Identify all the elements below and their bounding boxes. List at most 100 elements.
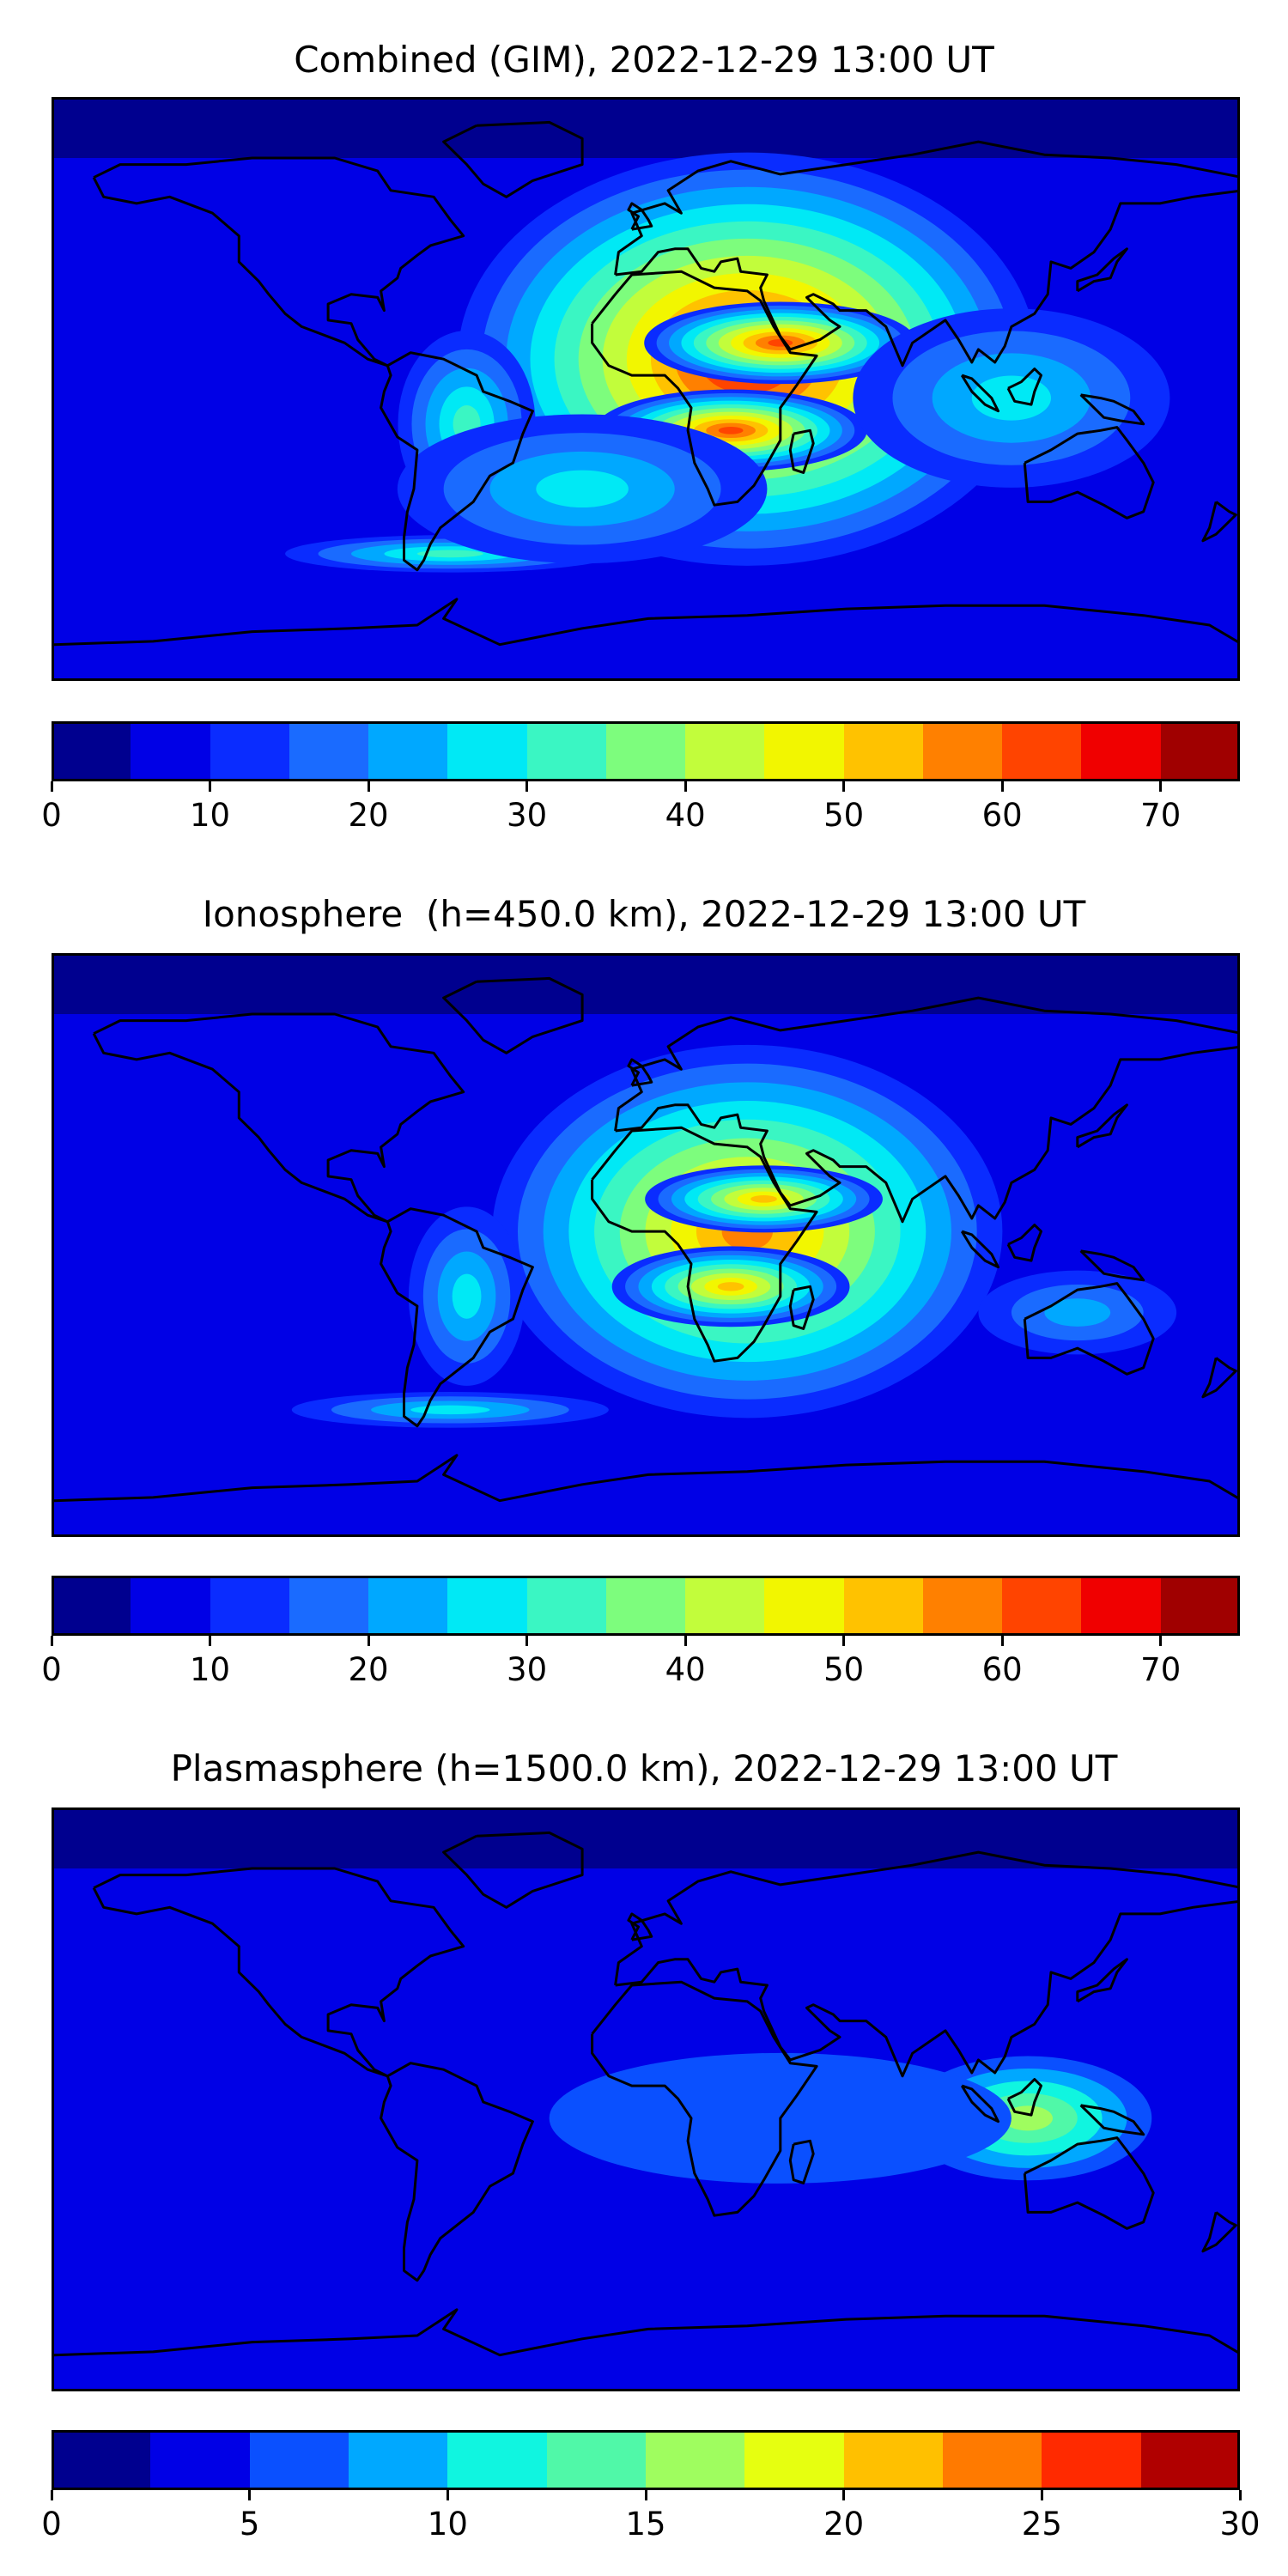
colorbar-tick-label: 40 xyxy=(665,1651,706,1688)
coastline-new-guinea xyxy=(1079,1249,1145,1282)
contour-level xyxy=(750,1194,777,1203)
contour-level xyxy=(452,1273,482,1319)
coastline-africa xyxy=(591,1126,818,1363)
coastline-antarctica xyxy=(54,1454,1237,1503)
colorbar-tick-label: 40 xyxy=(665,797,706,834)
colorbar-segment xyxy=(843,2430,944,2490)
colorbar-segment xyxy=(922,721,1003,781)
colorbar-ionosphere: 0 10 20 30 40 50 60 70 xyxy=(41,1576,1241,1688)
colorbar-combined: 0 10 20 30 40 50 60 70 xyxy=(41,721,1241,834)
coastline-uk xyxy=(627,1058,653,1087)
coastline-antarctica xyxy=(54,2308,1237,2357)
colorbar-segment xyxy=(764,1576,845,1636)
colorbar-segment xyxy=(605,1576,686,1636)
colorbar-segment xyxy=(546,2430,647,2490)
colorbar-tick-label: 0 xyxy=(41,797,62,834)
colorbar-tick xyxy=(1000,781,1004,792)
coastline-new-guinea xyxy=(1079,393,1145,426)
coastline-north-america xyxy=(92,1012,465,1224)
coastline-eurasia xyxy=(614,1850,1237,2078)
colorbar-tick xyxy=(526,1636,529,1646)
colorbar-tick xyxy=(683,781,687,792)
contour-level xyxy=(1044,1298,1111,1327)
coastline-australia xyxy=(1023,1282,1155,1376)
colorbar-segment xyxy=(1081,1576,1162,1636)
colorbar-tick xyxy=(209,781,212,792)
colorbar-segment xyxy=(843,721,924,781)
field-polar-cap xyxy=(54,956,1237,1014)
colorbar-segment xyxy=(210,1576,290,1636)
colorbar-tick xyxy=(683,1636,687,1646)
colorbar-tick-label: 50 xyxy=(823,797,865,834)
colorbar-tick xyxy=(526,781,529,792)
coastline-greenland xyxy=(442,120,584,198)
colorbar-tick xyxy=(842,1636,846,1646)
coastline-greenland xyxy=(442,976,584,1054)
tec-contour-plot xyxy=(54,1810,1237,2389)
colorbar-tick xyxy=(367,781,370,792)
colorbar-segment xyxy=(150,2430,251,2490)
colorbar-tick xyxy=(842,781,846,792)
colorbar-tick-label: 70 xyxy=(1140,797,1182,834)
contour-level xyxy=(416,550,483,558)
coastline-antarctica xyxy=(54,598,1237,647)
contour-level xyxy=(971,375,1052,421)
colorbar-segment xyxy=(943,2430,1042,2490)
colorbar-segment xyxy=(447,1576,528,1636)
coastline-new-zealand xyxy=(1201,1357,1237,1399)
colorbar-tick xyxy=(1159,781,1163,792)
coastline-north-america xyxy=(92,1867,465,2078)
colorbar-segment xyxy=(1002,721,1082,781)
field-polar-cap xyxy=(54,635,1237,678)
coastline-borneo xyxy=(1006,2078,1042,2117)
coastline-new-zealand xyxy=(1201,501,1237,543)
field-polar-cap xyxy=(54,1810,1237,1868)
colorbar-tick-label: 70 xyxy=(1140,1651,1182,1688)
colorbar-tick-label: 10 xyxy=(189,797,231,834)
colorbar-tick-label: 10 xyxy=(189,1651,231,1688)
colorbar-tick xyxy=(842,2490,846,2500)
coastline-south-america xyxy=(380,351,534,572)
colorbar-segment xyxy=(210,721,290,781)
colorbar-segment xyxy=(447,721,528,781)
colorbar-tick-label: 60 xyxy=(981,1651,1023,1688)
tec-contour-plot xyxy=(54,100,1237,678)
colorbar-segment xyxy=(922,1576,1003,1636)
colorbar-tick xyxy=(1000,1636,1004,1646)
colorbar-segment xyxy=(52,721,131,781)
colorbar-tick-label: 25 xyxy=(1021,2506,1062,2543)
colorbar-segment xyxy=(685,1576,765,1636)
coastline-australia xyxy=(1023,2136,1155,2230)
field-polar-cap xyxy=(54,2345,1237,2389)
colorbar-segment xyxy=(1081,721,1162,781)
colorbar-tick xyxy=(248,2490,252,2500)
contour-level xyxy=(410,1405,490,1415)
colorbar-tick-label: 5 xyxy=(239,2506,260,2543)
chart-title: Plasmasphere (h=1500.0 km), 2022-12-29 1… xyxy=(170,1747,1118,1789)
coastline-sumatra xyxy=(960,374,999,413)
coastline-japan xyxy=(1076,1958,1128,2003)
colorbar-segment xyxy=(1140,2430,1241,2490)
colorbar-segment xyxy=(368,721,448,781)
coastline-australia xyxy=(1023,426,1155,519)
colorbar-segment xyxy=(605,721,686,781)
tec-map-ionosphere xyxy=(52,953,1240,1537)
colorbar-segment xyxy=(685,721,765,781)
coastline-madagascar xyxy=(788,428,815,474)
chart-title: Combined (GIM), 2022-12-29 13:00 UT xyxy=(294,39,994,81)
coastline-sumatra xyxy=(960,1230,999,1269)
colorbar-tick xyxy=(1040,2490,1043,2500)
coastline-japan xyxy=(1076,247,1128,293)
colorbar-tick-label: 0 xyxy=(41,1651,62,1688)
coastline-south-america xyxy=(380,1207,534,1428)
colorbar-segment xyxy=(131,1576,211,1636)
coastline-africa xyxy=(591,1980,818,2217)
colorbar-segment xyxy=(52,1576,131,1636)
colorbar-plasmasphere: 0 5 10 15 20 25 30 xyxy=(41,2430,1261,2543)
coastline-new-zealand xyxy=(1201,2211,1237,2253)
coastline-sumatra xyxy=(960,2084,999,2123)
colorbar-segment xyxy=(1042,2430,1142,2490)
tec-map-combined xyxy=(52,97,1240,681)
colorbar-segment xyxy=(349,2430,448,2490)
coastline-eurasia xyxy=(614,996,1237,1224)
